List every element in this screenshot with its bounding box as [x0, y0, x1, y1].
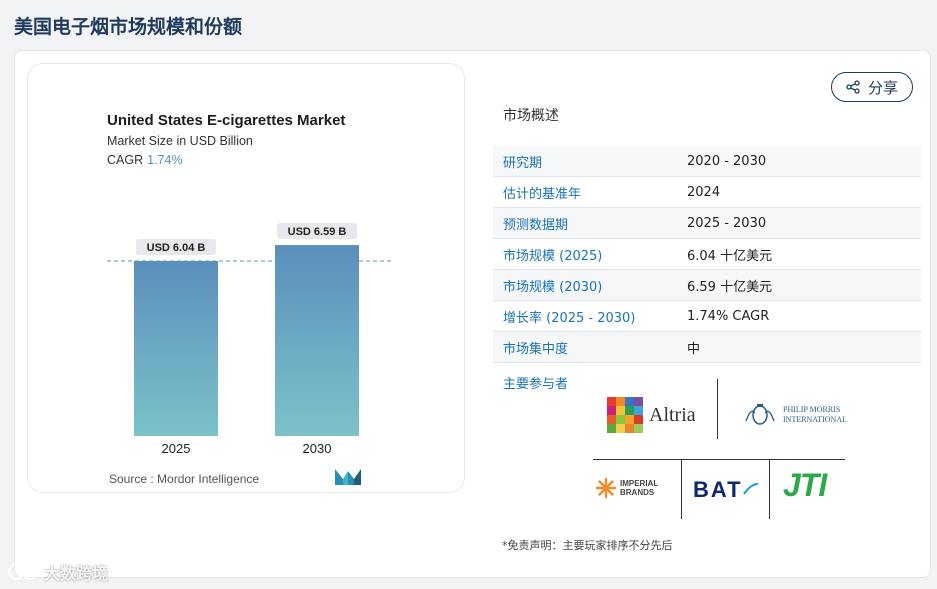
data-label: USD 6.59 B	[288, 226, 347, 238]
chart-card: United States E-cigarettes Market Market…	[27, 63, 465, 493]
row-key: 市场规模 (2030)	[503, 279, 603, 295]
source-value: Mordor Intelligence	[157, 472, 260, 486]
market-card: United States E-cigarettes Market Market…	[14, 50, 931, 578]
table-row: 预测数据期 2025 - 2030	[493, 208, 921, 239]
altria-logo: Altria	[607, 397, 696, 433]
row-key: 市场集中度	[503, 341, 569, 357]
row-value: 2024	[687, 184, 721, 200]
pm-line1: PHILIP MORRIS	[783, 405, 841, 414]
altria-name: Altria	[649, 403, 696, 426]
table-row: 增长率 (2025 - 2030) 1.74% CAGR	[493, 301, 921, 332]
cagr-label: CAGR	[107, 153, 144, 167]
table-row: 研究期 2020 - 2030	[493, 146, 921, 177]
watermark: 大数跨境	[8, 560, 108, 584]
disclaimer: *免责声明：主要玩家排序不分先后	[502, 539, 673, 552]
bar-chart: USD 6.04 B 2025 USD 6.59 B 2030	[107, 223, 392, 456]
watermark-logo-icon	[8, 564, 38, 580]
player-logos: Altria PHILIP MORRIS INTERNATIONAL	[593, 379, 847, 519]
x-tick-label: 2025	[162, 441, 191, 456]
table-row: 市场规模 (2030) 6.59 十亿美元	[493, 270, 921, 301]
mordor-logo-icon	[335, 469, 361, 485]
share-label: 分享	[867, 78, 898, 97]
logo-divider	[769, 459, 770, 519]
data-label: USD 6.04 B	[147, 242, 206, 254]
chart-source: Source : Mordor Intelligence	[109, 472, 259, 486]
row-value: 2025 - 2030	[687, 215, 767, 231]
source-label: Source :	[109, 472, 154, 486]
table-row: 估计的基准年 2024	[493, 177, 921, 208]
x-tick-label: 2030	[303, 441, 332, 456]
bat-logo: BAT	[693, 477, 759, 503]
logo-divider	[593, 459, 845, 460]
pmi-crest-icon	[745, 404, 775, 425]
row-key: 估计的基准年	[503, 186, 582, 202]
row-value: 6.04 十亿美元	[687, 248, 773, 264]
pm-line2: INTERNATIONAL	[783, 415, 847, 424]
logo-divider	[717, 379, 718, 439]
chart-cagr: CAGR 1.74%	[107, 153, 183, 167]
cagr-value: 1.74%	[147, 153, 183, 167]
chart-subtitle: Market Size in USD Billion	[107, 134, 253, 148]
row-value: 6.59 十亿美元	[687, 279, 773, 295]
watermark-text: 大数跨境	[44, 564, 109, 583]
data-label-bg	[136, 238, 216, 255]
altria-mosaic-icon	[607, 397, 643, 433]
bat-swoosh-icon	[742, 483, 758, 495]
overview-title: 市场概述	[503, 108, 559, 124]
table-row: 市场集中度 中	[493, 332, 921, 363]
bar-2025	[134, 260, 218, 436]
row-key: 市场规模 (2025)	[503, 248, 603, 264]
row-key: 增长率 (2025 - 2030)	[503, 310, 636, 326]
philip-morris-logo: PHILIP MORRIS INTERNATIONAL	[743, 401, 847, 429]
imperial-star-icon	[595, 477, 617, 499]
logo-divider	[681, 459, 682, 519]
share-icon	[846, 80, 860, 94]
row-value: 中	[687, 341, 701, 357]
bar-2030	[275, 245, 359, 436]
share-button[interactable]: 分享	[831, 72, 913, 102]
jti-logo: JTI	[783, 467, 827, 504]
row-value: 1.74% CAGR	[687, 308, 770, 324]
imperial-brands-logo: IMPERIAL BRANDS	[595, 477, 658, 499]
row-key: 研究期	[503, 155, 543, 171]
row-value: 2020 - 2030	[687, 153, 767, 169]
table-row: 市场规模 (2025) 6.04 十亿美元	[493, 239, 921, 270]
imperial-line2: BRANDS	[620, 488, 655, 497]
chart-title: United States E-cigarettes Market	[107, 112, 346, 129]
overview-table: 研究期 2020 - 2030 估计的基准年 2024 预测数据期 2025 - 20…	[493, 146, 921, 363]
players-title: 主要参与者	[503, 377, 569, 392]
bat-name: BAT	[693, 477, 743, 502]
data-label-bg	[277, 223, 357, 240]
jti-name: JTI	[783, 467, 827, 503]
page-title: 美国电子烟市场规模和份额	[14, 16, 243, 38]
imperial-line1: IMPERIAL	[620, 479, 659, 488]
row-key: 预测数据期	[503, 217, 569, 233]
